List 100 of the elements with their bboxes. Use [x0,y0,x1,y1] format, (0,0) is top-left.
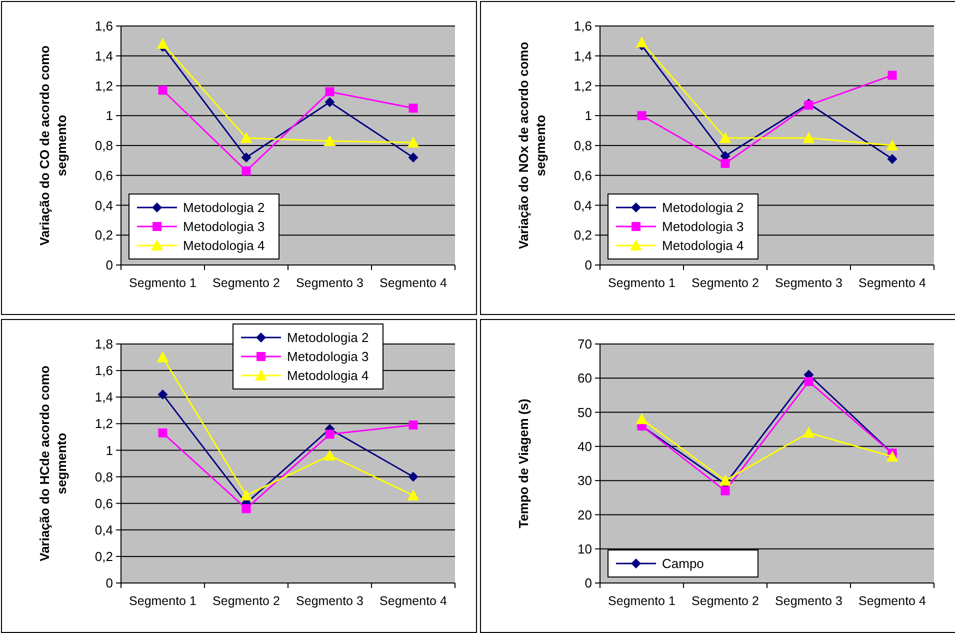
legend-label: Campo [662,556,704,572]
point [324,450,336,461]
y-tick-label: 0 [106,576,113,591]
point [407,136,420,148]
point [158,86,168,95]
point [158,389,168,400]
y-tick-label: 0 [584,576,592,591]
x-tick-label: Segmento 4 [858,594,926,608]
point [158,428,168,438]
point [719,474,732,486]
y-tick-label: 30 [578,473,592,488]
x-tick-label: Segmento 4 [380,276,447,290]
point [156,38,169,49]
y-tick-label: 1,2 [574,78,592,94]
legend-label: Metodologia 4 [183,238,265,254]
point [407,489,420,500]
y-tick-label: 0 [584,258,592,273]
y-tick-label: 1 [106,108,113,124]
y-axis-title: Variação do CO de acordo como segmento [37,45,69,246]
y-tick-label: 1,6 [94,18,113,34]
point [240,489,252,500]
y-tick-label: 1,4 [94,390,113,405]
x-tick-label: Segmento 1 [129,276,196,290]
y-tick-label: 0 [106,258,113,273]
point [408,420,418,430]
point [719,132,732,144]
legend-label: Metodologia 2 [662,200,744,216]
y-tick-label: 20 [578,507,592,522]
x-tick-label: Segmento 4 [380,594,447,608]
y-tick-label: 0,2 [94,548,113,564]
x-tick-label: Segmento 3 [775,276,842,290]
x-tick-label: Segmento 2 [692,594,759,608]
point [242,166,251,176]
x-tick-label: Segmento 4 [858,276,926,290]
y-tick-label: 0,4 [94,522,113,538]
legend-label: Metodologia 2 [183,200,265,216]
point [325,430,334,439]
point [242,504,251,514]
y-tick-label: 1 [584,108,592,124]
point [636,413,648,424]
y-tick-label: 0,2 [94,228,113,243]
y-axis-title: Variação do NOx de acordo como segmento [516,42,548,250]
y-tick-label: 0,8 [574,138,592,154]
x-tick-label: Segmento 3 [775,594,842,608]
y-tick-label: 1 [106,442,113,458]
y-axis-title: Variação do HCde acordo como segmento [37,366,69,562]
y-tick-label: 0,8 [94,138,113,154]
y-tick-label: 1,4 [94,48,113,64]
x-tick-label: Segmento 2 [212,276,280,290]
y-tick-label: 1,8 [94,336,113,352]
y-tick-label: 0,6 [94,496,113,511]
y-tick-label: 0,2 [574,228,592,243]
point [720,486,730,496]
y-tick-label: 50 [578,404,592,420]
y-tick-label: 0,6 [94,168,113,183]
point [324,97,335,108]
y-tick-label: 0,6 [574,168,592,183]
x-tick-label: Segmento 2 [692,276,759,290]
point [886,140,898,150]
point [408,152,418,162]
legend-label: Metodologia 3 [183,219,265,234]
point [241,152,252,162]
point [240,132,252,144]
point [324,135,336,146]
y-tick-label: 0,4 [94,198,113,213]
y-tick-label: 40 [578,438,592,454]
x-tick-label: Segmento 1 [608,594,676,608]
point [720,158,730,168]
point [888,70,897,80]
legend-label: Metodologia 3 [287,349,369,364]
point [408,104,418,113]
y-tick-label: 1,2 [94,78,113,94]
point [886,450,898,462]
y-tick-label: 0,8 [94,469,113,484]
y-tick-label: 70 [578,336,592,352]
x-tick-label: Segmento 3 [296,276,364,290]
x-tick-label: Segmento 2 [212,594,280,608]
point [802,426,815,438]
y-tick-label: 10 [578,541,592,556]
legend-label: Metodologia 3 [662,219,744,234]
legend-label: Metodologia 4 [662,238,744,254]
y-tick-label: 1,6 [94,363,113,378]
y-tick-label: 1,2 [94,416,113,432]
point [887,154,898,164]
point [802,132,815,144]
y-tick-label: 1,4 [574,48,592,64]
y-tick-label: 1,6 [574,18,592,34]
x-tick-label: Segmento 1 [608,276,676,290]
x-tick-label: Segmento 3 [296,594,364,608]
y-tick-label: 0,4 [574,198,592,213]
y-axis-title: Tempo de Viagem (s) [516,398,531,528]
point [325,87,334,96]
point [804,377,814,386]
legend-label: Metodologia 4 [287,368,369,384]
point [637,111,646,120]
y-tick-label: 60 [578,370,592,386]
point [408,472,418,482]
point [156,351,169,362]
legend-label: Metodologia 2 [287,330,369,346]
point [636,36,648,48]
